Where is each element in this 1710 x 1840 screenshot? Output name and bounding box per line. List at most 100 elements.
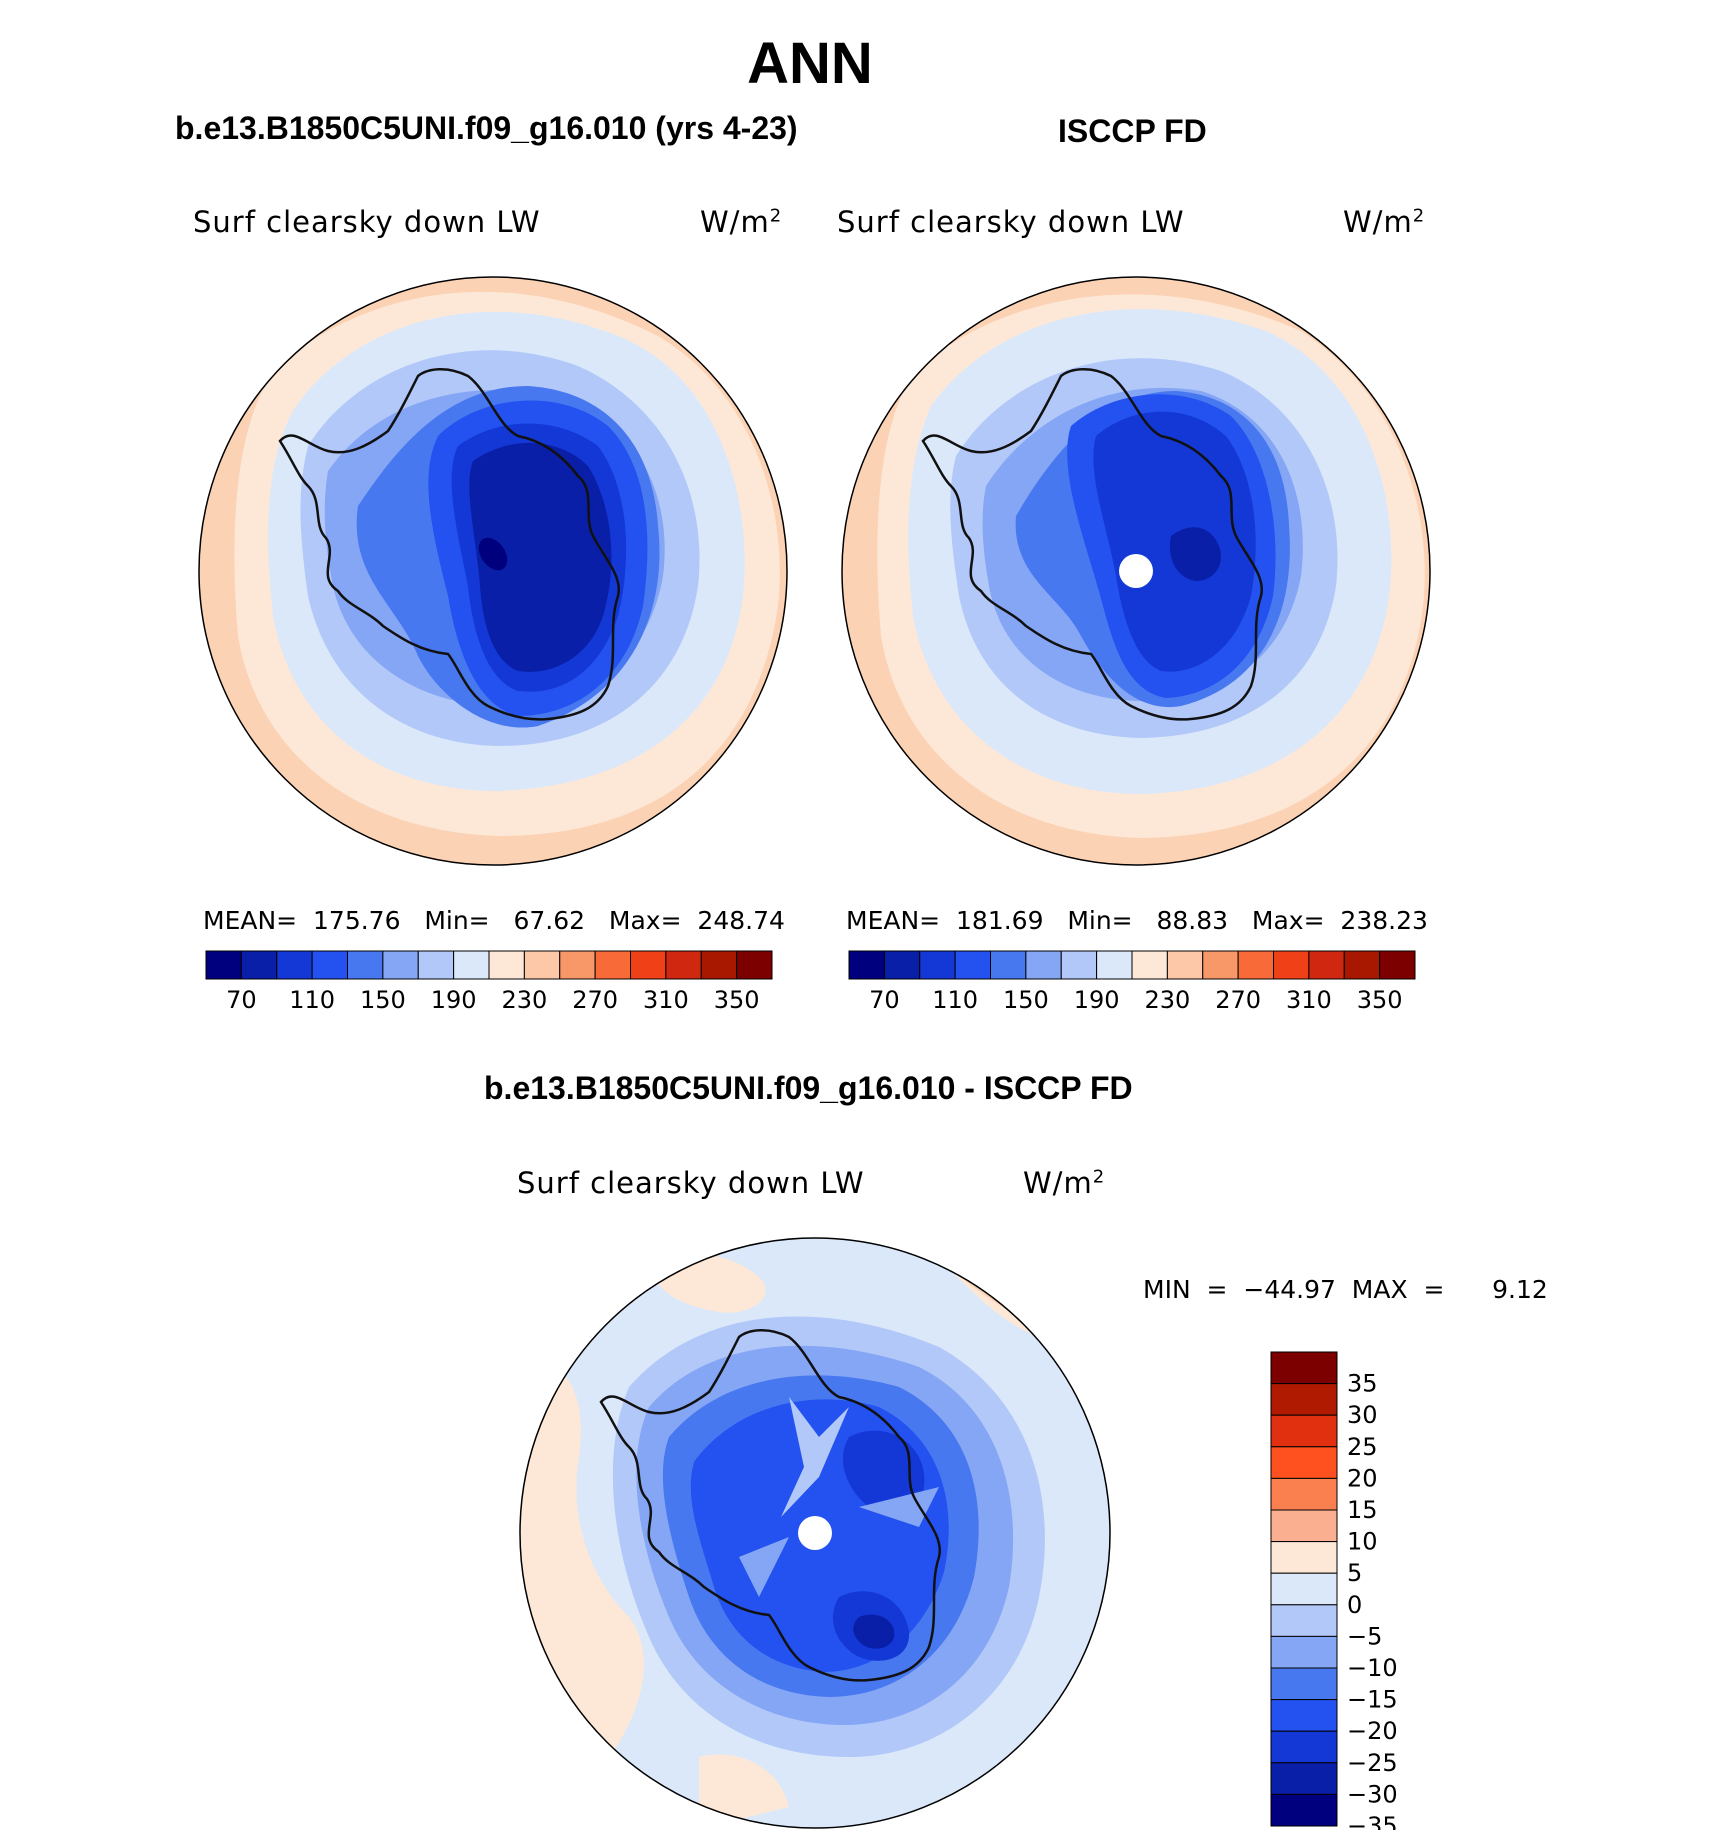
panel2-colorbar-cell <box>919 950 956 980</box>
panel2-colorbar-tick-label: 270 <box>1215 986 1261 1014</box>
panel3-map <box>519 1237 1111 1829</box>
panel2-colorbar-cell <box>1060 950 1098 980</box>
panel2-missing-pole <box>1119 554 1153 588</box>
panel3-coastline <box>599 1329 942 1682</box>
panel1-colorbar-cell <box>488 950 525 980</box>
panel2-colorbar-cell <box>1166 950 1204 980</box>
panel1-colorbar-tick-label: 190 <box>431 986 477 1014</box>
panel1-map-border <box>198 276 788 866</box>
panel3-colorbar-tick-label: −35 <box>1347 1812 1398 1830</box>
panel1-coastline <box>278 368 621 721</box>
panel2-colorbar-tick-label: 70 <box>869 986 900 1014</box>
panel3-colorbar-tick-label: −10 <box>1347 1654 1398 1682</box>
panel1-colorbar-cell <box>276 950 313 980</box>
panel3-colorbar-cell <box>1270 1730 1338 1764</box>
panel3-colorbar-tick-label: 20 <box>1347 1464 1378 1492</box>
panel3-colorbar-cell <box>1270 1793 1338 1827</box>
panel1-colorbar-cell <box>559 950 596 980</box>
panel2-title: ISCCP FD <box>1058 113 1207 149</box>
panel1-colorbar-tick-label: 70 <box>226 986 257 1014</box>
panel3-colorbar-tick-label: 5 <box>1347 1559 1362 1587</box>
panel3-contour-neg25 <box>842 1430 925 1516</box>
panel3-units: W/m2 <box>1023 1166 1106 1200</box>
panel2-colorbar-tick-label: 350 <box>1357 986 1403 1014</box>
panel1-map <box>198 276 788 866</box>
panel2-colorbar-cell <box>883 950 921 980</box>
panel3-colorbar-tick-label: 35 <box>1347 1370 1378 1398</box>
panel2-colorbar-tick-label: 230 <box>1144 986 1190 1014</box>
panel1-colorbar-cell <box>736 950 773 980</box>
panel3-colorbar-cell <box>1270 1446 1338 1479</box>
panel2-colorbar-cell <box>1237 950 1274 980</box>
panel1-colorbar-cell <box>630 950 667 980</box>
panel3-positive-south <box>699 1754 789 1828</box>
panel2-colorbar: 70 110 150 190 230 270 310 350 <box>848 950 1416 1014</box>
panel3-map-border <box>519 1237 1111 1829</box>
panel3-colorbar-tick-label: 15 <box>1347 1496 1378 1524</box>
panel3-colorbar: 35 30 25 20 15 10 5 0 −5 −10 −15 −20 −25 −30 −35 <box>1270 1351 1398 1830</box>
panel1-colorbar-tick-label: 110 <box>289 986 335 1014</box>
panel2-colorbar-cell <box>1025 950 1062 980</box>
panel1-colorbar-cell <box>523 950 561 980</box>
panel1-units: W/m2 <box>700 205 783 239</box>
panel2-contour-7 <box>1169 527 1221 581</box>
panel1-colorbar-tick-label: 150 <box>360 986 406 1014</box>
panel1-colorbar-cell <box>205 950 242 980</box>
panel1-colorbar-cell <box>347 950 384 980</box>
panel2-colorbar-cell <box>1308 950 1345 980</box>
panel2-colorbar-cell <box>1343 950 1381 980</box>
panel1-colorbar-cell <box>665 950 702 980</box>
panel3-colorbar-cell <box>1270 1351 1338 1385</box>
panel3-colorbar-tick-label: 30 <box>1347 1401 1378 1429</box>
panel3-radial-streak-2 <box>859 1487 939 1527</box>
panel2-colorbar-tick-label: 310 <box>1286 986 1332 1014</box>
panel3-colorbar-cell <box>1270 1509 1338 1543</box>
panel1-contour-7 <box>469 442 612 672</box>
panel3-colorbar-tick-label: 25 <box>1347 1433 1378 1461</box>
panel3-colorbar-cell <box>1270 1541 1338 1574</box>
panel3-colorbar-cell <box>1270 1699 1338 1732</box>
panel2-map-border <box>841 276 1431 866</box>
panel3-contour-neg30 <box>853 1614 895 1649</box>
panel3-colorbar-cell <box>1270 1762 1338 1795</box>
panel3-colorbar-cell <box>1270 1604 1338 1637</box>
panel1-colorbar-cell <box>700 950 738 980</box>
panel1-stats: MEAN= 175.76 Min= 67.62 Max= 248.74 <box>203 906 785 935</box>
panel2-colorbar-tick-label: 190 <box>1074 986 1120 1014</box>
panel2-colorbar-cell <box>1202 950 1239 980</box>
panel1-title: b.e13.B1850C5UNI.f09_g16.010 (yrs 4-23) <box>175 110 798 146</box>
panel3-colorbar-tick-label: −30 <box>1347 1780 1398 1808</box>
panel1-colorbar-cell <box>417 950 455 980</box>
panel3-colorbar-cell <box>1270 1667 1338 1701</box>
panel2-colorbar-tick-label: 150 <box>1003 986 1049 1014</box>
panel2-units: W/m2 <box>1343 205 1426 239</box>
panel3-colorbar-cell <box>1270 1477 1338 1511</box>
panel2-colorbar-cell <box>848 950 885 980</box>
panel2-stats: MEAN= 181.69 Min= 88.83 Max= 238.23 <box>846 906 1428 935</box>
panel1-colorbar-cell <box>594 950 631 980</box>
panel1-colorbar-cell <box>311 950 348 980</box>
panel2-map <box>841 276 1431 866</box>
panel1-contour-8 <box>478 537 508 571</box>
panel1-colorbar-cell <box>382 950 419 980</box>
panel2-colorbar-tick-label: 110 <box>932 986 978 1014</box>
panel3-colorbar-tick-label: −20 <box>1347 1717 1398 1745</box>
panel2-colorbar-cell <box>1273 950 1310 980</box>
panel1-colorbar-cell <box>453 950 490 980</box>
panel3-radial-streak-3 <box>739 1537 789 1597</box>
panel3-stats: MIN = −44.97 MAX = 9.12 <box>1143 1275 1548 1304</box>
panel3-radial-streak-1 <box>781 1397 849 1517</box>
panel3-variable: Surf clearsky down LW <box>517 1166 865 1200</box>
panel2-colorbar-cell <box>1131 950 1168 980</box>
panel3-colorbar-tick-label: 10 <box>1347 1528 1378 1556</box>
panel1-colorbar: 70 110 150 190 230 270 310 350 <box>205 950 773 1014</box>
panel3-colorbar-cell <box>1270 1635 1338 1669</box>
panel3-colorbar-tick-label: −15 <box>1347 1686 1398 1714</box>
main-title: ANN <box>747 31 873 96</box>
panel3-missing-pole <box>798 1516 832 1550</box>
panel2-colorbar-cell <box>1096 950 1133 980</box>
panel3-colorbar-tick-label: 0 <box>1347 1591 1362 1619</box>
panel3-colorbar-tick-label: −5 <box>1347 1622 1382 1650</box>
panel1-colorbar-tick-label: 270 <box>572 986 618 1014</box>
panel2-coastline <box>921 368 1264 721</box>
